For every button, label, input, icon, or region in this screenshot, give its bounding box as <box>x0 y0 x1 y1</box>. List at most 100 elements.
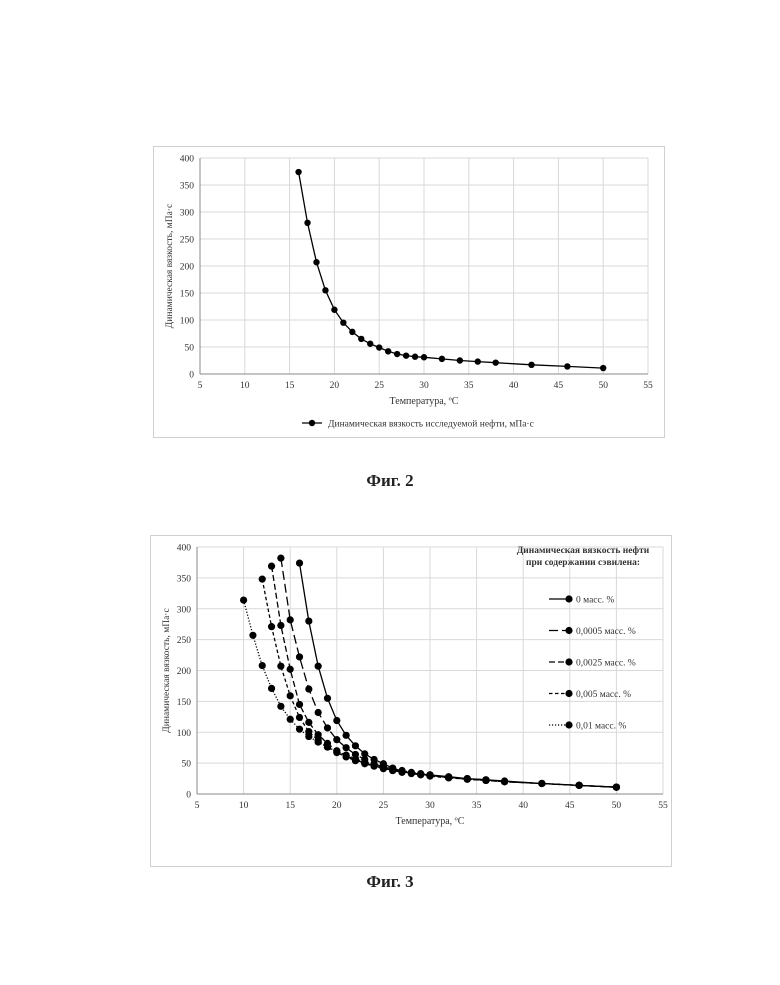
fig3-series-line-1 <box>281 558 617 787</box>
fig3-x-tick-label-3: 20 <box>332 801 342 811</box>
figure-2-chart-area: 5101520253035404550550501001502002503003… <box>153 146 665 438</box>
fig2-series-0-point-19 <box>528 362 534 368</box>
fig2-x-tick-label-8: 45 <box>554 381 564 391</box>
fig3-legend-label-3: 0,005 масс. % <box>576 690 631 700</box>
fig2-x-axis-title: Температура, ºС <box>390 396 459 407</box>
fig3-legend-label-1: 0,0005 масс. % <box>576 627 636 637</box>
fig3-series-2-point-4 <box>305 719 312 726</box>
fig3-series-0-point-1 <box>305 618 312 625</box>
fig3-series-2-point-1 <box>277 622 284 629</box>
fig2-y-tick-label-2: 100 <box>180 317 195 327</box>
fig3-y-tick-label-2: 100 <box>177 729 192 739</box>
fig3-series-4-point-21 <box>445 774 452 781</box>
fig3-series-4-point-11 <box>343 751 350 758</box>
fig3-legend-marker-2 <box>565 658 572 665</box>
fig3-series-3-point-1 <box>268 623 275 630</box>
fig2-y-axis-title: Динамическая вязкость, мПа·с <box>165 204 175 328</box>
fig3-x-tick-label-6: 35 <box>472 801 482 811</box>
fig2-series-0-point-15 <box>439 356 445 362</box>
fig2-x-tick-label-3: 20 <box>330 381 340 391</box>
fig3-series-4-point-12 <box>352 755 359 762</box>
fig3-series-3-point-0 <box>259 576 266 583</box>
fig3-series-2-point-3 <box>296 701 303 708</box>
fig3-series-4-point-2 <box>259 662 266 669</box>
fig3-x-tick-label-0: 5 <box>195 801 200 811</box>
fig3-series-4-point-25 <box>538 780 545 787</box>
fig2-series-0-point-16 <box>457 357 463 363</box>
fig3-series-4-point-23 <box>482 777 489 784</box>
figure-3-caption: Фиг. 3 <box>0 872 780 892</box>
fig2-y-tick-label-4: 200 <box>180 263 195 273</box>
fig3-legend-label-0: 0 масс. % <box>576 596 614 606</box>
fig3-series-4-point-9 <box>324 743 331 750</box>
fig3-series-0-point-6 <box>352 742 359 749</box>
fig3-series-1-point-1 <box>287 616 294 623</box>
fig3-series-3-point-2 <box>277 663 284 670</box>
fig3-y-tick-label-0: 0 <box>186 791 191 801</box>
fig3-series-4-point-13 <box>361 758 368 765</box>
fig2-x-tick-label-2: 15 <box>285 381 295 391</box>
fig3-x-tick-label-9: 50 <box>612 801 622 811</box>
fig2-series-0-point-17 <box>475 358 481 364</box>
fig2-x-tick-label-6: 35 <box>464 381 474 391</box>
fig3-y-tick-label-8: 400 <box>177 544 192 554</box>
fig3-series-4-point-20 <box>426 771 433 778</box>
fig2-series-0-point-18 <box>492 359 498 365</box>
fig3-series-4-point-14 <box>370 761 377 768</box>
fig3-series-4-point-15 <box>380 763 387 770</box>
fig2-series-0-point-3 <box>322 287 328 293</box>
fig3-series-4-point-8 <box>315 739 322 746</box>
fig3-series-1-point-4 <box>315 709 322 716</box>
fig3-y-tick-label-4: 200 <box>177 667 192 677</box>
fig3-series-4-point-19 <box>417 770 424 777</box>
fig3-x-tick-label-10: 55 <box>658 801 668 811</box>
fig3-series-2-point-2 <box>287 666 294 673</box>
fig2-series-line-0 <box>299 172 604 368</box>
fig2-series-0-point-1 <box>304 220 310 226</box>
fig3-x-tick-label-8: 45 <box>565 801 575 811</box>
fig2-series-0-point-14 <box>421 354 427 360</box>
fig3-series-0-point-3 <box>324 695 331 702</box>
fig3-series-4-point-22 <box>464 776 471 783</box>
fig2-series-0-point-11 <box>394 351 400 357</box>
fig2-series-0-point-6 <box>349 329 355 335</box>
fig2-y-tick-label-1: 50 <box>185 344 195 354</box>
fig3-y-tick-label-5: 250 <box>177 636 192 646</box>
fig3-series-4-point-24 <box>501 778 508 785</box>
fig3-series-1-point-3 <box>305 685 312 692</box>
fig3-series-1-point-0 <box>277 555 284 562</box>
fig3-series-1-point-2 <box>296 653 303 660</box>
fig2-series-0-point-21 <box>600 365 606 371</box>
fig3-series-4-point-1 <box>249 632 256 639</box>
fig3-series-0-point-0 <box>296 559 303 566</box>
fig3-series-0-point-5 <box>343 732 350 739</box>
figure-2-caption: Фиг. 2 <box>0 471 780 491</box>
fig3-series-4-point-0 <box>240 597 247 604</box>
fig2-x-tick-label-4: 25 <box>374 381 384 391</box>
fig2-legend-marker-0 <box>309 420 315 426</box>
fig2-series-0-point-9 <box>376 344 382 350</box>
fig3-y-tick-label-7: 350 <box>177 574 192 584</box>
fig2-y-tick-label-6: 300 <box>180 209 195 219</box>
fig2-series-0-point-8 <box>367 341 373 347</box>
fig3-series-4-point-3 <box>268 685 275 692</box>
figure-2-svg: 5101520253035404550550501001502002503003… <box>154 147 664 437</box>
fig2-series-0-point-13 <box>412 354 418 360</box>
fig2-x-tick-label-5: 30 <box>419 381 429 391</box>
fig3-y-tick-label-6: 300 <box>177 605 192 615</box>
fig3-series-3-point-4 <box>296 714 303 721</box>
fig2-series-0-point-7 <box>358 336 364 342</box>
fig2-x-tick-label-7: 40 <box>509 381 519 391</box>
fig2-series-0-point-0 <box>295 169 301 175</box>
fig2-x-tick-label-0: 5 <box>198 381 203 391</box>
fig2-x-tick-label-1: 10 <box>240 381 250 391</box>
figure-3-chart-area: 5101520253035404550550501001502002503003… <box>150 535 672 867</box>
fig2-series-0-point-4 <box>331 307 337 313</box>
fig2-x-tick-label-10: 55 <box>643 381 653 391</box>
fig3-x-tick-label-4: 25 <box>379 801 389 811</box>
fig3-series-0-point-4 <box>333 717 340 724</box>
fig3-series-1-point-7 <box>343 744 350 751</box>
fig3-legend-marker-4 <box>565 721 572 728</box>
fig2-y-tick-label-0: 0 <box>189 371 194 381</box>
fig3-series-1-point-6 <box>333 736 340 743</box>
